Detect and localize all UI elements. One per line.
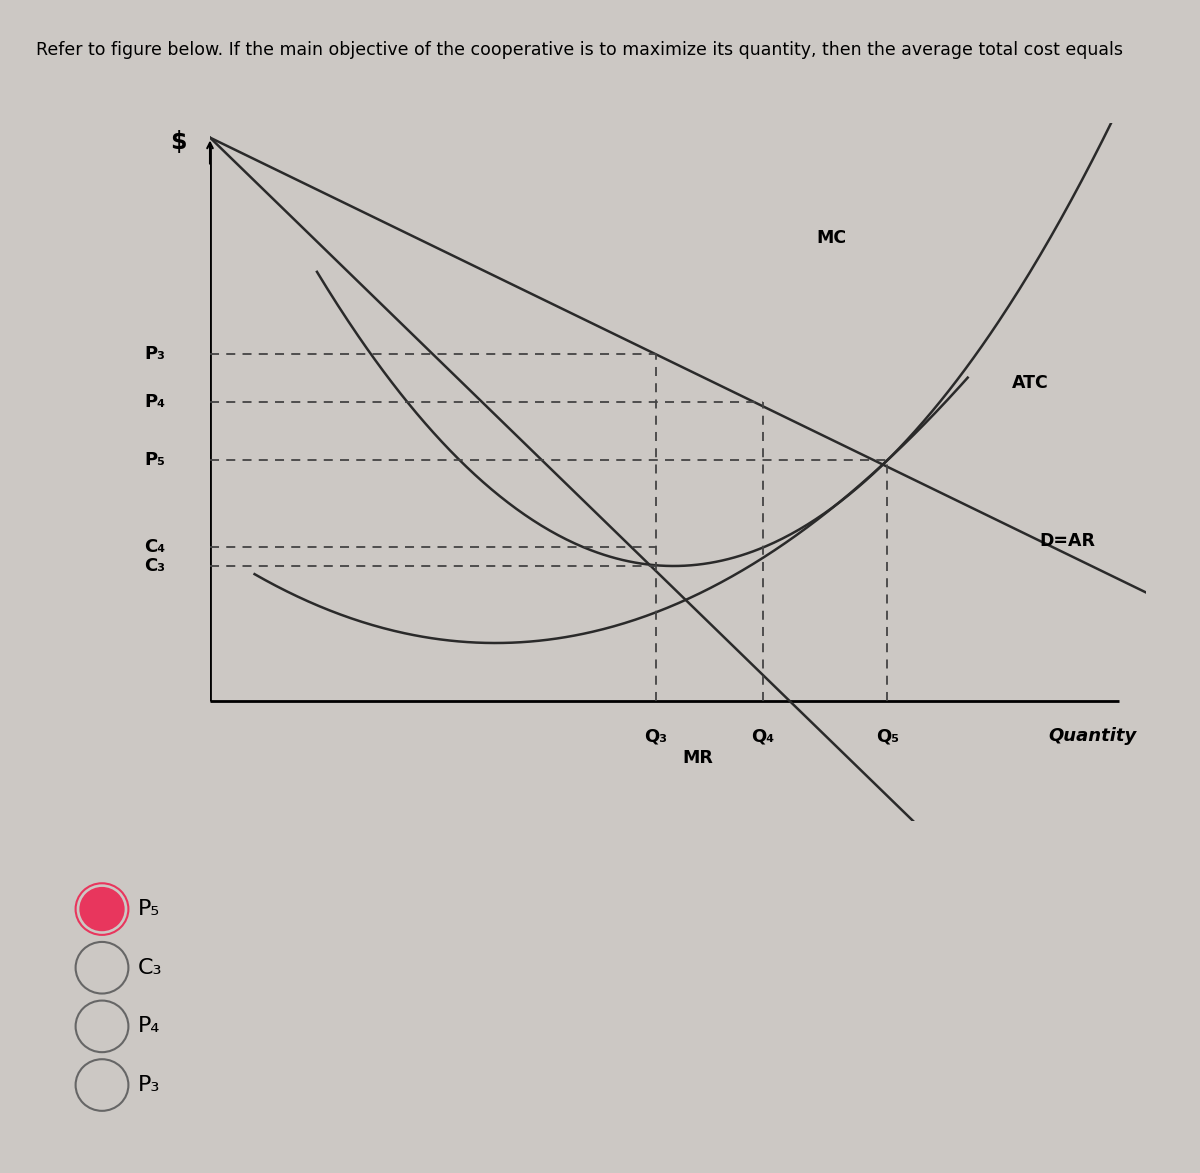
Text: Refer to figure below. If the main objective of the cooperative is to maximize i: Refer to figure below. If the main objec… (36, 41, 1123, 59)
Text: P₅: P₅ (138, 899, 161, 920)
Text: P₄: P₄ (144, 393, 166, 412)
Text: Quantity: Quantity (1049, 727, 1138, 745)
Text: MR: MR (683, 750, 713, 767)
Text: D=AR: D=AR (1039, 533, 1096, 550)
Text: C₄: C₄ (144, 537, 166, 556)
Text: C₃: C₃ (144, 557, 166, 575)
Text: Q₄: Q₄ (751, 727, 774, 745)
Text: Q₃: Q₃ (644, 727, 667, 745)
Text: P₄: P₄ (138, 1016, 161, 1037)
Text: C₃: C₃ (138, 957, 162, 978)
Text: P₅: P₅ (144, 452, 166, 469)
Text: MC: MC (816, 230, 846, 248)
Text: P₃: P₃ (144, 345, 166, 364)
Text: $: $ (170, 130, 187, 155)
Text: ATC: ATC (1013, 374, 1049, 392)
Text: Q₅: Q₅ (876, 727, 899, 745)
Text: P₃: P₃ (138, 1074, 161, 1096)
